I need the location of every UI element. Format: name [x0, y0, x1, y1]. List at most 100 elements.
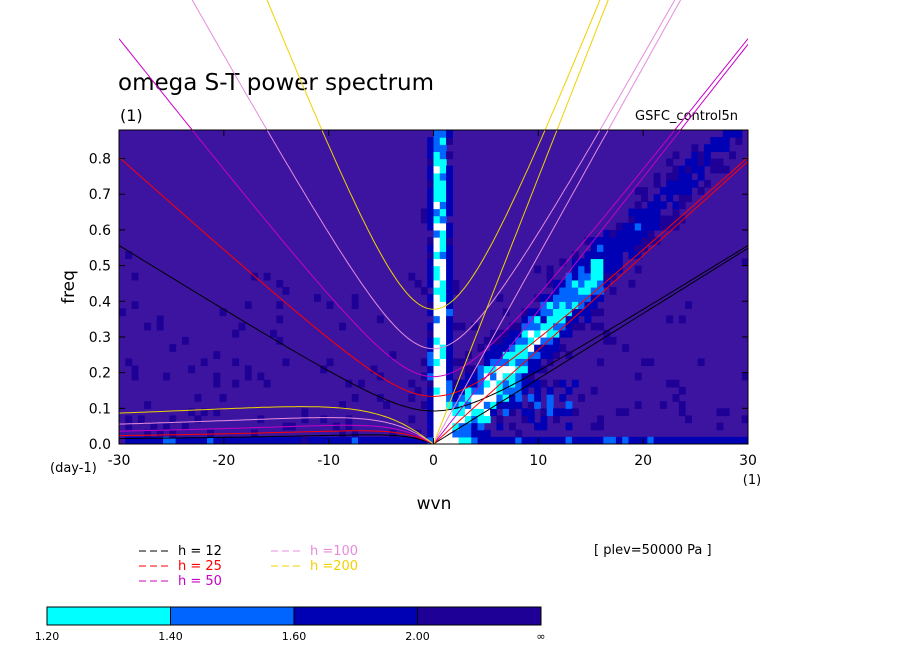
power-cell: [628, 279, 636, 288]
power-cell: [553, 379, 560, 388]
power-cell: [565, 294, 573, 302]
power-cell: [615, 408, 623, 417]
power-cell: [527, 408, 535, 417]
power-cell: [433, 408, 441, 417]
power-cell: [345, 415, 353, 424]
power-cell: [483, 365, 491, 374]
power-cell: [452, 358, 460, 367]
power-cell: [433, 194, 441, 202]
power-cell: [276, 336, 284, 345]
power-cell: [678, 201, 686, 210]
power-cell: [307, 436, 315, 444]
power-cell: [194, 436, 202, 444]
power-cell: [666, 179, 674, 188]
power-cell: [571, 272, 579, 281]
power-cell: [527, 351, 535, 359]
power-cell: [559, 294, 567, 302]
power-cell: [722, 408, 730, 417]
power-cell: [125, 251, 133, 260]
power-cell: [219, 308, 227, 317]
power-cell: [584, 436, 592, 444]
power-cell: [464, 379, 472, 388]
power-cell: [282, 358, 290, 367]
power-cell: [653, 222, 661, 231]
power-cell: [628, 436, 636, 444]
power-cell: [741, 415, 748, 424]
power-cell: [150, 436, 158, 444]
power-cell: [131, 365, 139, 374]
power-cell: [565, 386, 573, 395]
power-cell: [200, 408, 208, 417]
power-cell: [452, 436, 460, 444]
power-cell: [553, 336, 560, 345]
power-cell: [553, 287, 560, 295]
power-cell: [565, 436, 573, 444]
power-cell: [515, 329, 523, 338]
rossby-curve-h50: [119, 424, 434, 444]
kelvin-line-h200: [433, 0, 609, 444]
power-cell: [420, 401, 428, 409]
power-cell: [351, 294, 359, 302]
power-cell: [508, 365, 516, 374]
power-cell: [527, 372, 535, 381]
power-cell: [590, 422, 598, 431]
power-cell: [439, 429, 447, 438]
power-cell: [477, 365, 485, 374]
power-cell: [483, 394, 491, 402]
power-cell: [622, 237, 630, 245]
power-cell: [546, 265, 554, 274]
power-cell: [603, 329, 611, 338]
power-cell: [659, 436, 667, 444]
power-cell: [546, 386, 554, 395]
power-cell: [446, 386, 453, 395]
power-cell: [483, 358, 491, 367]
power-cell: [502, 308, 510, 317]
power-cell: [609, 336, 617, 345]
power-cell: [672, 436, 680, 444]
y-tick-label: 0.8: [89, 152, 111, 168]
power-cell: [578, 265, 586, 274]
power-cell: [446, 279, 453, 288]
power-cell: [534, 379, 542, 388]
power-cell: [131, 372, 139, 381]
power-cell: [458, 408, 466, 417]
power-cell: [571, 379, 579, 388]
power-cell: [735, 436, 743, 444]
power-cell: [439, 315, 447, 324]
power-cell: [496, 365, 504, 374]
y-units-label: (day-1): [50, 461, 97, 476]
power-cell: [433, 208, 441, 217]
power-cell: [540, 322, 548, 331]
power-cell: [326, 358, 334, 367]
power-cell: [446, 308, 453, 317]
power-cell: [741, 372, 748, 381]
power-cell: [603, 279, 611, 288]
power-cell: [439, 365, 447, 374]
y-tick-label: 0.7: [89, 187, 111, 203]
power-cell: [156, 322, 164, 331]
power-cell: [446, 237, 453, 245]
power-cell: [515, 394, 523, 402]
ig-curve-h12: [119, 245, 748, 412]
power-cell: [408, 379, 416, 388]
x-axis: -30 -20 -10 0 10 20 30: [108, 130, 757, 469]
power-cell: [464, 429, 472, 438]
colorbar-swatch: [46, 606, 171, 626]
power-cell: [452, 394, 460, 402]
y-tick-label: 0.0: [89, 437, 111, 453]
power-cell: [678, 408, 686, 417]
power-cell: [483, 401, 491, 409]
colorbar-label: ∞: [536, 630, 545, 643]
power-cell: [571, 279, 579, 288]
power-cell: [490, 394, 497, 402]
power-cell: [464, 394, 472, 402]
power-cell: [502, 401, 510, 409]
power-cell: [376, 394, 384, 402]
power-cell: [439, 130, 447, 138]
power-cell: [716, 158, 724, 167]
x-tick-label: 30: [739, 453, 757, 469]
power-cell: [546, 336, 554, 345]
power-cell: [427, 436, 435, 444]
power-cell: [452, 379, 460, 388]
